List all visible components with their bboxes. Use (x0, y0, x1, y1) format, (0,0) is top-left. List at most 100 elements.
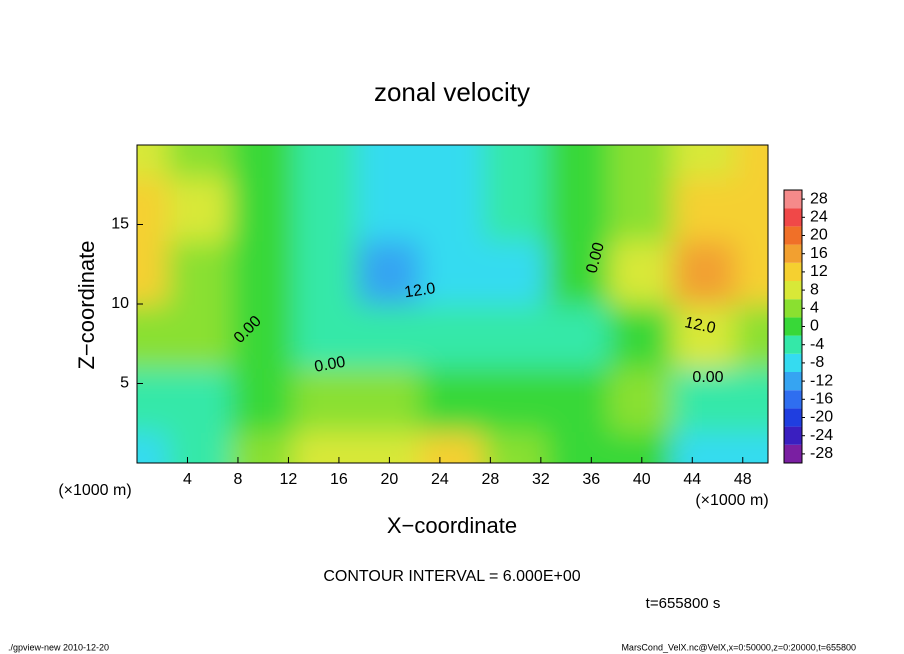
field-cell (419, 366, 486, 433)
y-tick-label: 10 (111, 295, 129, 312)
colorbar-tick-label: 0 (810, 318, 819, 335)
field-cell (167, 303, 233, 369)
field-cell (137, 239, 170, 305)
x-tick-label: 12 (280, 471, 298, 488)
field-cell (293, 239, 359, 305)
field-cell (293, 366, 359, 433)
field-cell (293, 175, 359, 242)
contour-label: 0.00 (313, 354, 347, 376)
colorbar-tick-label: 28 (810, 190, 828, 207)
field-cell (356, 303, 422, 369)
field-cell (230, 175, 296, 242)
field-cell (137, 366, 170, 433)
field-cell (546, 303, 612, 369)
field-cell (167, 175, 233, 242)
colorbar-swatch (784, 281, 802, 300)
footer-left: ./gpview-new 2010-12-20 (8, 642, 109, 652)
colorbar-swatch (784, 426, 802, 445)
field-cell (293, 303, 359, 369)
x-unit: (×1000 m) (695, 492, 768, 509)
x-tick-label: 8 (234, 471, 243, 488)
colorbar-tick-label: -4 (810, 336, 824, 353)
x-tick-label: 16 (330, 471, 348, 488)
y-axis-label: Z−coordinate (74, 240, 99, 369)
x-tick-label: 48 (734, 471, 752, 488)
field-cell (609, 145, 675, 178)
field-cell (672, 145, 738, 178)
field-cell (483, 145, 549, 178)
field-cell (546, 239, 612, 305)
colorbar-swatch (784, 226, 802, 245)
x-tick-label: 44 (683, 471, 701, 488)
field-cell (735, 175, 768, 242)
colorbar-tick-label: -8 (810, 354, 824, 371)
field-cell (137, 303, 170, 369)
field-cell (356, 175, 422, 242)
field-cell (230, 303, 296, 369)
colorbar-swatch (784, 244, 802, 263)
field-cell (137, 145, 170, 178)
time-label: t=655800 s (646, 595, 721, 612)
colorbar-swatch (784, 353, 802, 372)
field-cell (483, 175, 549, 242)
field-cell (672, 430, 738, 463)
field-cell (609, 303, 675, 369)
field-cell (735, 145, 768, 178)
colorbar-tick-label: 20 (810, 227, 828, 244)
field-cell (672, 175, 738, 242)
field-cell (546, 366, 612, 433)
field (137, 145, 768, 463)
colorbar-swatch (784, 372, 802, 391)
y-tick-label: 5 (120, 375, 129, 392)
field-cell (356, 145, 422, 178)
field-cell (167, 145, 233, 178)
field-cell (230, 366, 296, 433)
field-cell (672, 366, 738, 433)
field-cell (735, 239, 768, 305)
field-cell (546, 175, 612, 242)
colorbar-tick-label: -24 (810, 427, 833, 444)
field-cell (483, 303, 549, 369)
field-cell (356, 366, 422, 433)
contour-label: 12.0 (683, 314, 717, 337)
colorbar-tick-label: 4 (810, 300, 819, 317)
field-cell (483, 430, 549, 463)
footer-right: MarsCond_VelX.nc@VelX,x=0:50000,z=0:2000… (621, 642, 856, 652)
x-tick-label: 40 (633, 471, 651, 488)
x-tick-label: 36 (582, 471, 600, 488)
field-cell (230, 239, 296, 305)
field-cell (419, 303, 486, 369)
field-cell (609, 366, 675, 433)
colorbar-tick-label: -12 (810, 372, 833, 389)
colorbar-tick-label: 24 (810, 209, 828, 226)
colorbar-swatch (784, 317, 802, 336)
colorbar-tick-label: 16 (810, 245, 828, 262)
field-cell (609, 175, 675, 242)
field-cell (356, 239, 422, 305)
field-cell (546, 145, 612, 178)
colorbar-tick-label: -28 (810, 445, 833, 462)
field-cell (483, 239, 549, 305)
contour-interval: CONTOUR INTERVAL = 6.000E+00 (323, 568, 580, 585)
x-tick-label: 4 (183, 471, 192, 488)
contour-label: 0.00 (692, 369, 723, 386)
field-cell (167, 239, 233, 305)
field-cell (419, 239, 486, 305)
colorbar-swatch (784, 408, 802, 427)
y-tick-label: 15 (111, 216, 129, 233)
colorbar-swatch (784, 208, 802, 227)
y-unit: (×1000 m) (58, 482, 131, 499)
colorbar-swatch (784, 444, 802, 463)
colorbar-swatch (784, 390, 802, 409)
x-axis-label: X−coordinate (387, 513, 517, 538)
colorbar-swatch (784, 335, 802, 354)
x-tick-label: 32 (532, 471, 550, 488)
contour-label: 12.0 (403, 280, 436, 301)
field-cell (230, 145, 296, 178)
colorbar-tick-label: -16 (810, 391, 833, 408)
field-cell (672, 303, 738, 369)
colorbar-swatch (784, 299, 802, 318)
field-cell (735, 303, 768, 369)
field-cell (419, 145, 486, 178)
